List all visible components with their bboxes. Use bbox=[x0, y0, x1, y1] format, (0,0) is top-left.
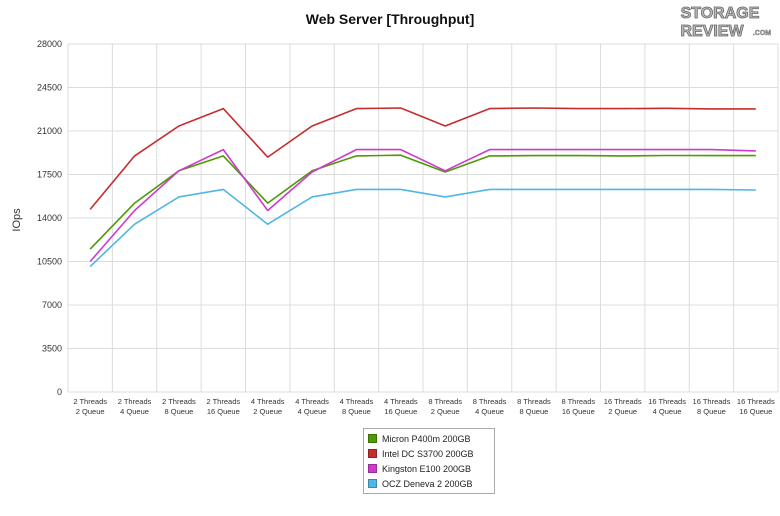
x-tick-label: 16 Threads 4 Queue bbox=[648, 397, 686, 416]
x-tick-label-line: 4 Threads bbox=[340, 397, 374, 406]
y-tick-label: 10500 bbox=[37, 257, 62, 267]
legend-item: Micron P400m 200GB bbox=[368, 431, 490, 446]
logo-line2: REVIEW bbox=[680, 23, 744, 40]
legend-label: OCZ Deneva 2 200GB bbox=[382, 478, 473, 489]
logo-suffix: .COM bbox=[753, 30, 771, 37]
series-lines bbox=[89, 107, 756, 268]
x-tick-label-line: 4 Threads bbox=[295, 397, 329, 406]
x-tick-label-line: 16 Queue bbox=[384, 407, 417, 416]
x-tick-label-line: 8 Queue bbox=[342, 407, 371, 416]
chart-title: Web Server [Throughput] bbox=[306, 11, 475, 27]
x-tick-label: 4 Threads 16 Queue bbox=[384, 397, 418, 416]
x-tick-label-line: 16 Threads bbox=[737, 397, 775, 406]
x-tick-label-line: 8 Threads bbox=[473, 397, 507, 406]
legend-swatch bbox=[368, 479, 377, 488]
x-tick-label-line: 8 Queue bbox=[165, 407, 194, 416]
x-tick-label: 8 Threads 4 Queue bbox=[473, 397, 507, 416]
y-tick-label: 0 bbox=[57, 387, 62, 397]
legend-label: Micron P400m 200GB bbox=[382, 433, 471, 444]
x-tick-label-line: 8 Threads bbox=[428, 397, 462, 406]
x-tick-label-line: 8 Threads bbox=[517, 397, 551, 406]
x-tick-label: 2 Threads 4 Queue bbox=[118, 397, 152, 416]
x-tick-label-line: 2 Threads bbox=[73, 397, 107, 406]
chart-legend: Micron P400m 200GB Intel DC S3700 200GB … bbox=[363, 428, 495, 494]
x-tick-label-line: 2 Queue bbox=[76, 407, 105, 416]
legend-item: OCZ Deneva 2 200GB bbox=[368, 476, 490, 491]
legend-item: Kingston E100 200GB bbox=[368, 461, 490, 476]
y-tick-label: 17500 bbox=[37, 170, 62, 180]
x-tick-label: 4 Threads 4 Queue bbox=[295, 397, 329, 416]
x-tick-label: 2 Threads 16 Queue bbox=[206, 397, 240, 416]
series-line bbox=[89, 154, 756, 250]
x-tick-label-line: 16 Threads bbox=[693, 397, 731, 406]
x-tick-label-line: 4 Queue bbox=[298, 407, 327, 416]
logo-line1: STORAGE bbox=[681, 5, 760, 22]
legend-swatch bbox=[368, 449, 377, 458]
series-line bbox=[89, 148, 756, 263]
x-tick-label-line: 2 Threads bbox=[118, 397, 152, 406]
legend-label: Kingston E100 200GB bbox=[382, 463, 472, 474]
x-tick-label-line: 16 Queue bbox=[739, 407, 772, 416]
x-tick-label-line: 16 Threads bbox=[604, 397, 642, 406]
y-tick-label: 3500 bbox=[42, 344, 62, 354]
y-axis-ticks: 0 3500 7000 10500 14000 17500 21000 24500 28000 bbox=[37, 39, 62, 397]
x-tick-label: 4 Threads 8 Queue bbox=[340, 397, 374, 416]
x-tick-label-line: 4 Queue bbox=[653, 407, 682, 416]
legend-item: Intel DC S3700 200GB bbox=[368, 446, 490, 461]
x-tick-label: 2 Threads 8 Queue bbox=[162, 397, 196, 416]
x-tick-label: 4 Threads 2 Queue bbox=[251, 397, 285, 416]
x-tick-label-line: 8 Threads bbox=[561, 397, 595, 406]
y-tick-label: 28000 bbox=[37, 39, 62, 49]
y-tick-label: 21000 bbox=[37, 126, 62, 136]
x-tick-label: 8 Threads 16 Queue bbox=[561, 397, 595, 416]
legend-swatch bbox=[368, 464, 377, 473]
x-tick-label: 16 Threads 8 Queue bbox=[693, 397, 731, 416]
x-tick-label-line: 2 Queue bbox=[253, 407, 282, 416]
y-tick-label: 7000 bbox=[42, 300, 62, 310]
x-tick-label: 8 Threads 8 Queue bbox=[517, 397, 551, 416]
legend-swatch bbox=[368, 434, 377, 443]
x-tick-label: 16 Threads 2 Queue bbox=[604, 397, 642, 416]
gridlines bbox=[67, 43, 779, 393]
x-tick-label-line: 2 Queue bbox=[431, 407, 460, 416]
storage-review-logo: STORAGE REVIEW .COM bbox=[680, 5, 771, 40]
x-tick-label-line: 16 Queue bbox=[562, 407, 595, 416]
y-tick-label: 24500 bbox=[37, 83, 62, 93]
x-tick-label: 16 Threads 16 Queue bbox=[737, 397, 775, 416]
x-tick-label-line: 2 Threads bbox=[206, 397, 240, 406]
legend-label: Intel DC S3700 200GB bbox=[382, 448, 474, 459]
x-tick-label-line: 4 Threads bbox=[384, 397, 418, 406]
x-tick-label-line: 16 Queue bbox=[207, 407, 240, 416]
x-tick-label-line: 4 Queue bbox=[475, 407, 504, 416]
x-tick-label: 2 Threads 2 Queue bbox=[73, 397, 107, 416]
series-line bbox=[89, 107, 756, 210]
x-tick-label-line: 2 Queue bbox=[608, 407, 637, 416]
series-line bbox=[89, 188, 756, 268]
x-tick-label-line: 2 Threads bbox=[162, 397, 196, 406]
x-tick-label-line: 8 Queue bbox=[520, 407, 549, 416]
x-tick-label-line: 16 Threads bbox=[648, 397, 686, 406]
x-tick-label-line: 4 Threads bbox=[251, 397, 285, 406]
x-tick-label-line: 8 Queue bbox=[697, 407, 726, 416]
y-tick-label: 14000 bbox=[37, 213, 62, 223]
y-axis-label: IOps bbox=[11, 208, 23, 232]
x-tick-label: 8 Threads 2 Queue bbox=[428, 397, 462, 416]
x-tick-label-line: 4 Queue bbox=[120, 407, 149, 416]
